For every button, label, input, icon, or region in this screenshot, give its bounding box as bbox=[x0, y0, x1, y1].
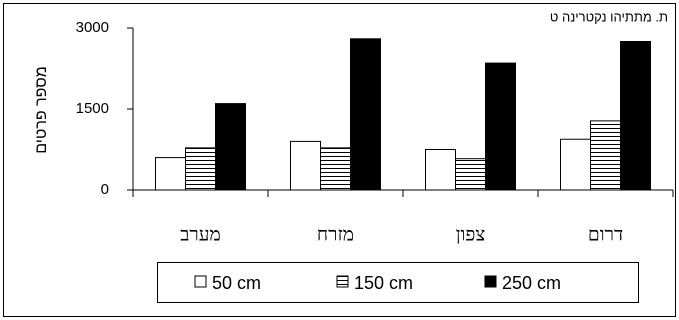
bar bbox=[620, 41, 651, 191]
bar bbox=[350, 38, 381, 191]
bar bbox=[320, 147, 351, 191]
y-tick-label: 3000 bbox=[76, 19, 109, 36]
bar bbox=[290, 140, 321, 191]
x-tick-label: צפון bbox=[456, 224, 486, 245]
bar bbox=[590, 120, 621, 191]
x-tick-label: מזרח bbox=[317, 224, 354, 245]
x-tick-label: מערב bbox=[180, 224, 221, 245]
legend bbox=[157, 262, 639, 303]
legend-swatch bbox=[336, 275, 349, 288]
bar bbox=[425, 149, 456, 191]
bar bbox=[215, 103, 246, 191]
bar bbox=[185, 147, 216, 191]
bar bbox=[485, 62, 516, 191]
y-axis-label: מספר פרטים bbox=[33, 66, 50, 154]
bar bbox=[455, 158, 486, 191]
chart-title: ת. מתתיהו נקטרינה ט bbox=[550, 9, 668, 24]
frame bbox=[3, 3, 676, 317]
legend-label: 50 cm bbox=[212, 273, 261, 293]
bar bbox=[560, 138, 591, 191]
x-tick-label: דרום bbox=[588, 224, 623, 245]
y-tick-label: 0 bbox=[101, 181, 109, 198]
bar bbox=[155, 157, 186, 191]
legend-label: 150 cm bbox=[354, 273, 413, 293]
legend-swatch bbox=[194, 275, 207, 288]
legend-swatch bbox=[484, 275, 497, 288]
y-tick-label: 1500 bbox=[76, 100, 109, 117]
legend-label: 250 cm bbox=[502, 273, 561, 293]
